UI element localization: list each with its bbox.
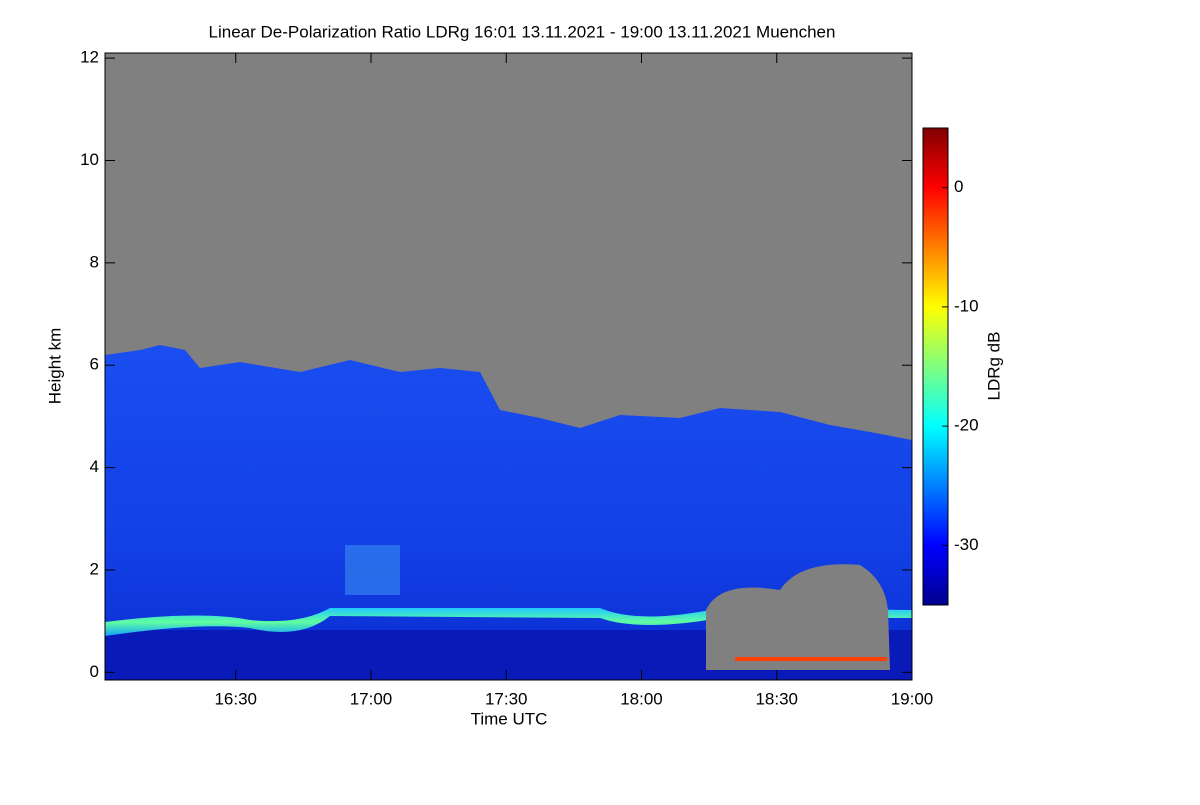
plot-frame (104, 52, 913, 681)
heatmap-field (105, 53, 912, 680)
x-tick-label: 18:00 (620, 689, 663, 708)
x-tick-label: 17:30 (485, 689, 528, 708)
y-tick-label: 2 (90, 559, 99, 578)
y-tick-label: 0 (90, 662, 99, 681)
y-tick-label: 12 (80, 48, 99, 67)
colorbar-tick-label: -10 (954, 296, 979, 315)
x-tick-label: 18:30 (755, 689, 798, 708)
colorbar (922, 127, 949, 606)
x-tick-label: 19:00 (891, 689, 934, 708)
colorbar-label: LDRg dB (984, 332, 1003, 401)
colorbar-tick-label: 0 (954, 177, 963, 196)
x-tick-label: 16:30 (214, 689, 257, 708)
colorbar-tick-label: -30 (954, 535, 979, 554)
chart-title: Linear De-Polarization Ratio LDRg 16:01 … (209, 22, 836, 41)
x-tick-label: 17:00 (350, 689, 393, 708)
y-tick-label: 6 (90, 355, 99, 374)
x-axis-label: Time UTC (471, 709, 548, 728)
y-tick-label: 10 (80, 150, 99, 169)
y-axis-label: Height km (45, 328, 64, 405)
y-tick-label: 4 (90, 457, 99, 476)
y-tick-label: 8 (90, 252, 99, 271)
colorbar-tick-label: -20 (954, 416, 979, 435)
